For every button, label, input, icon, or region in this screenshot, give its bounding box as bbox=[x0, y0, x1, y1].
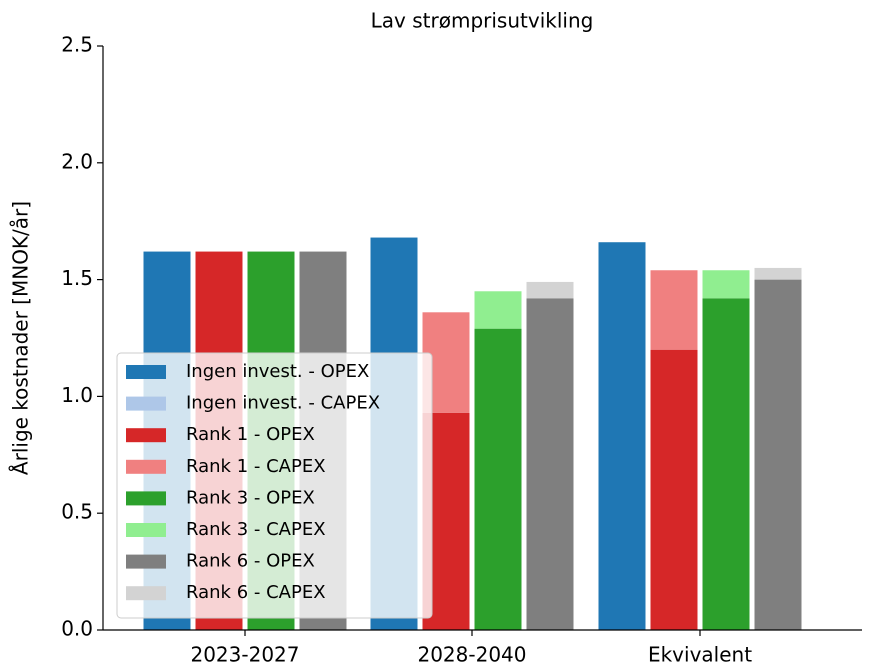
y-tick-label: 0.0 bbox=[61, 617, 93, 641]
y-tick-label: 2.0 bbox=[61, 149, 93, 173]
legend-box bbox=[116, 352, 433, 619]
bar bbox=[650, 349, 698, 630]
bar bbox=[598, 242, 646, 630]
bar bbox=[754, 279, 802, 630]
legend-swatch bbox=[126, 396, 166, 411]
bar bbox=[474, 328, 522, 630]
bar bbox=[702, 270, 750, 299]
x-tick-label: 2028-2040 bbox=[417, 643, 526, 667]
y-axis-label: Årlige kostnader [MNOK/år] bbox=[9, 201, 33, 475]
legend-label: Rank 6 - CAPEX bbox=[186, 582, 326, 603]
legend-swatch bbox=[126, 586, 166, 601]
y-tick-label: 1.0 bbox=[61, 383, 93, 407]
bar bbox=[526, 281, 574, 299]
x-tick-label: Ekvivalent bbox=[648, 643, 752, 667]
bar bbox=[474, 291, 522, 329]
y-tick-label: 2.5 bbox=[61, 33, 93, 57]
bar bbox=[526, 298, 574, 630]
legend-swatch bbox=[126, 428, 166, 443]
legend-swatch bbox=[126, 365, 166, 379]
legend-label: Ingen invest. - OPEX bbox=[186, 361, 369, 382]
legend-label: Rank 3 - OPEX bbox=[186, 487, 315, 508]
legend-label: Rank 6 - OPEX bbox=[186, 551, 315, 572]
y-tick-label: 1.5 bbox=[61, 266, 93, 290]
legend-swatch bbox=[126, 491, 166, 506]
bar bbox=[754, 267, 802, 280]
legend-swatch bbox=[126, 459, 166, 474]
bar bbox=[650, 270, 698, 350]
legend: Ingen invest. - OPEX Ingen invest. - CAPE… bbox=[116, 352, 433, 619]
legend-label: Rank 1 - OPEX bbox=[186, 424, 315, 445]
bar bbox=[702, 298, 750, 630]
legend-label: Rank 1 - CAPEX bbox=[186, 456, 326, 477]
legend-label: Ingen invest. - CAPEX bbox=[186, 393, 380, 414]
y-tick-label: 0.5 bbox=[61, 500, 93, 524]
x-tick-label: 2023-2027 bbox=[190, 643, 299, 667]
chart-title: Lav strømprisutvikling bbox=[371, 9, 594, 33]
legend-swatch bbox=[126, 523, 166, 537]
legend-label: Rank 3 - CAPEX bbox=[186, 519, 326, 540]
legend-swatch bbox=[126, 554, 166, 569]
